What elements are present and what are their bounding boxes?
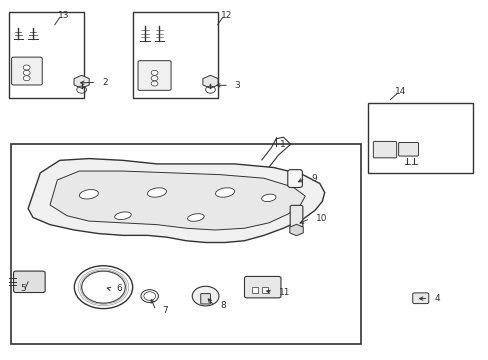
FancyBboxPatch shape	[14, 271, 45, 293]
FancyBboxPatch shape	[398, 143, 418, 156]
PathPatch shape	[28, 158, 324, 243]
Bar	[368, 103, 472, 173]
FancyBboxPatch shape	[201, 294, 210, 304]
Text: 12: 12	[221, 11, 232, 20]
FancyBboxPatch shape	[287, 170, 302, 188]
Text: 10: 10	[315, 214, 327, 223]
Text: 14: 14	[394, 87, 406, 96]
Circle shape	[151, 70, 158, 75]
Text: 13: 13	[58, 11, 70, 20]
Bar	[11, 144, 361, 344]
Circle shape	[23, 65, 30, 70]
FancyBboxPatch shape	[138, 61, 171, 90]
Text: 2: 2	[102, 78, 107, 87]
Circle shape	[151, 81, 158, 86]
PathPatch shape	[50, 171, 305, 230]
Text: 3: 3	[234, 81, 240, 90]
Bar	[9, 12, 84, 98]
Text: 7: 7	[162, 306, 167, 315]
FancyBboxPatch shape	[289, 205, 302, 228]
Circle shape	[23, 70, 30, 75]
Text: 1: 1	[279, 140, 285, 149]
Bar	[262, 287, 268, 293]
Bar	[132, 12, 217, 98]
Bar	[251, 287, 257, 293]
Ellipse shape	[79, 190, 98, 199]
Ellipse shape	[187, 214, 204, 221]
Ellipse shape	[215, 188, 234, 197]
Ellipse shape	[192, 286, 219, 306]
Text: 11: 11	[278, 288, 289, 297]
Circle shape	[143, 292, 155, 300]
Ellipse shape	[261, 194, 275, 202]
FancyBboxPatch shape	[244, 276, 281, 298]
Ellipse shape	[114, 212, 131, 220]
Circle shape	[151, 76, 158, 81]
Text: 6: 6	[116, 284, 122, 293]
Text: 9: 9	[310, 174, 316, 183]
Text: 4: 4	[433, 294, 439, 303]
Circle shape	[141, 290, 158, 302]
FancyBboxPatch shape	[412, 293, 428, 303]
FancyBboxPatch shape	[372, 141, 396, 158]
Ellipse shape	[147, 188, 166, 197]
FancyBboxPatch shape	[12, 57, 42, 85]
Text: 8: 8	[220, 301, 225, 310]
Circle shape	[23, 76, 30, 81]
Text: 5: 5	[20, 284, 25, 293]
